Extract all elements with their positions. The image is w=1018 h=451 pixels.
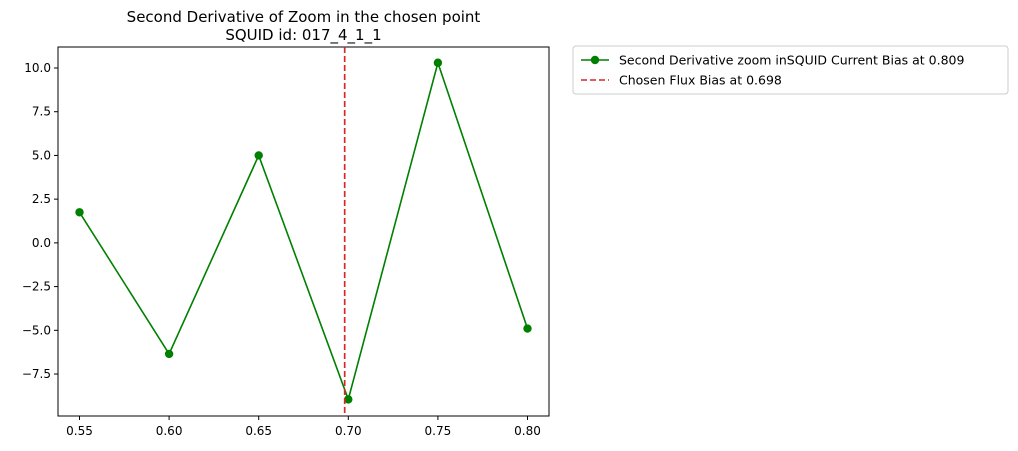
y-tick-label: 7.5 xyxy=(32,105,51,119)
x-tick-label: 0.55 xyxy=(66,424,93,438)
data-point xyxy=(75,208,84,217)
y-tick-label: 5.0 xyxy=(32,148,51,162)
legend-series-marker xyxy=(590,55,600,65)
plot-frame xyxy=(57,46,550,417)
x-tick-label: 0.60 xyxy=(156,424,183,438)
legend-box xyxy=(572,45,1009,95)
x-tick-label: 0.75 xyxy=(425,424,452,438)
data-point xyxy=(164,349,174,359)
y-tick-label: −7.5 xyxy=(22,367,51,381)
x-tick-label: 0.65 xyxy=(245,424,272,438)
chart-title: Second Derivative of Zoom in the chosen … xyxy=(127,8,481,26)
x-tick-label: 0.80 xyxy=(514,424,541,438)
legend: Second Derivative zoom inSQUID Current B… xyxy=(572,45,1009,95)
data-point xyxy=(254,151,263,160)
data-point xyxy=(433,58,443,67)
chart-marks xyxy=(75,47,532,416)
legend-series-label: Second Derivative zoom inSQUID Current B… xyxy=(619,53,964,68)
x-tick-label: 0.70 xyxy=(335,424,362,438)
data-point xyxy=(344,395,353,404)
y-tick-label: −2.5 xyxy=(22,280,51,294)
y-tick-label: −5.0 xyxy=(22,323,51,337)
y-tick-label: 0.0 xyxy=(32,236,51,250)
series-line xyxy=(78,59,529,403)
y-tick-label: 2.5 xyxy=(32,192,51,206)
y-tick-label: 10.0 xyxy=(24,61,51,75)
data-point xyxy=(523,324,532,333)
legend-vline-label: Chosen Flux Bias at 0.698 xyxy=(619,73,782,88)
chart-subtitle: SQUID id: 017_4_1_1 xyxy=(225,26,381,45)
axis-ticks: 0.55 0.60 0.65 0.70 0.75 0.80 10.0 7.5 5.0 2.5 0.0… xyxy=(22,61,541,438)
